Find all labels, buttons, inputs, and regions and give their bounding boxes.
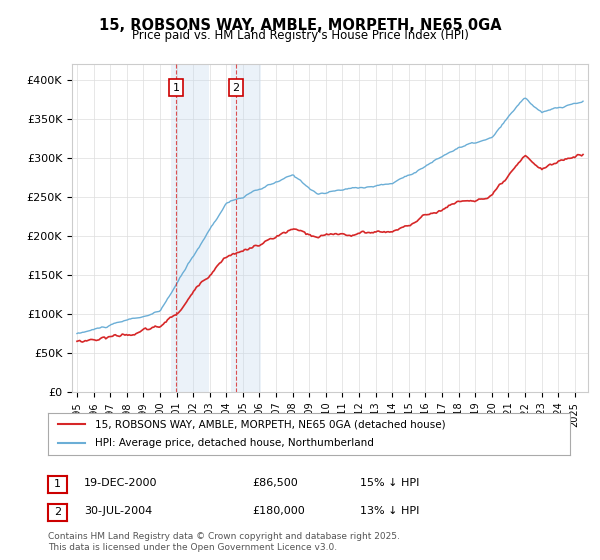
Text: Price paid vs. HM Land Registry's House Price Index (HPI): Price paid vs. HM Land Registry's House … <box>131 29 469 42</box>
Text: 1: 1 <box>54 479 61 489</box>
Text: 1: 1 <box>173 83 179 93</box>
Bar <box>231 64 261 392</box>
Text: 19-DEC-2000: 19-DEC-2000 <box>84 478 157 488</box>
Text: 15% ↓ HPI: 15% ↓ HPI <box>360 478 419 488</box>
Text: 2: 2 <box>232 83 239 93</box>
Bar <box>171 64 209 392</box>
Text: £180,000: £180,000 <box>252 506 305 516</box>
Text: 15, ROBSONS WAY, AMBLE, MORPETH, NE65 0GA (detached house): 15, ROBSONS WAY, AMBLE, MORPETH, NE65 0G… <box>95 419 446 430</box>
Text: £86,500: £86,500 <box>252 478 298 488</box>
Text: 13% ↓ HPI: 13% ↓ HPI <box>360 506 419 516</box>
Text: 15, ROBSONS WAY, AMBLE, MORPETH, NE65 0GA: 15, ROBSONS WAY, AMBLE, MORPETH, NE65 0G… <box>98 18 502 33</box>
Text: 30-JUL-2004: 30-JUL-2004 <box>84 506 152 516</box>
Text: Contains HM Land Registry data © Crown copyright and database right 2025.
This d: Contains HM Land Registry data © Crown c… <box>48 532 400 552</box>
Text: 2: 2 <box>54 507 61 517</box>
Text: HPI: Average price, detached house, Northumberland: HPI: Average price, detached house, Nort… <box>95 438 374 448</box>
